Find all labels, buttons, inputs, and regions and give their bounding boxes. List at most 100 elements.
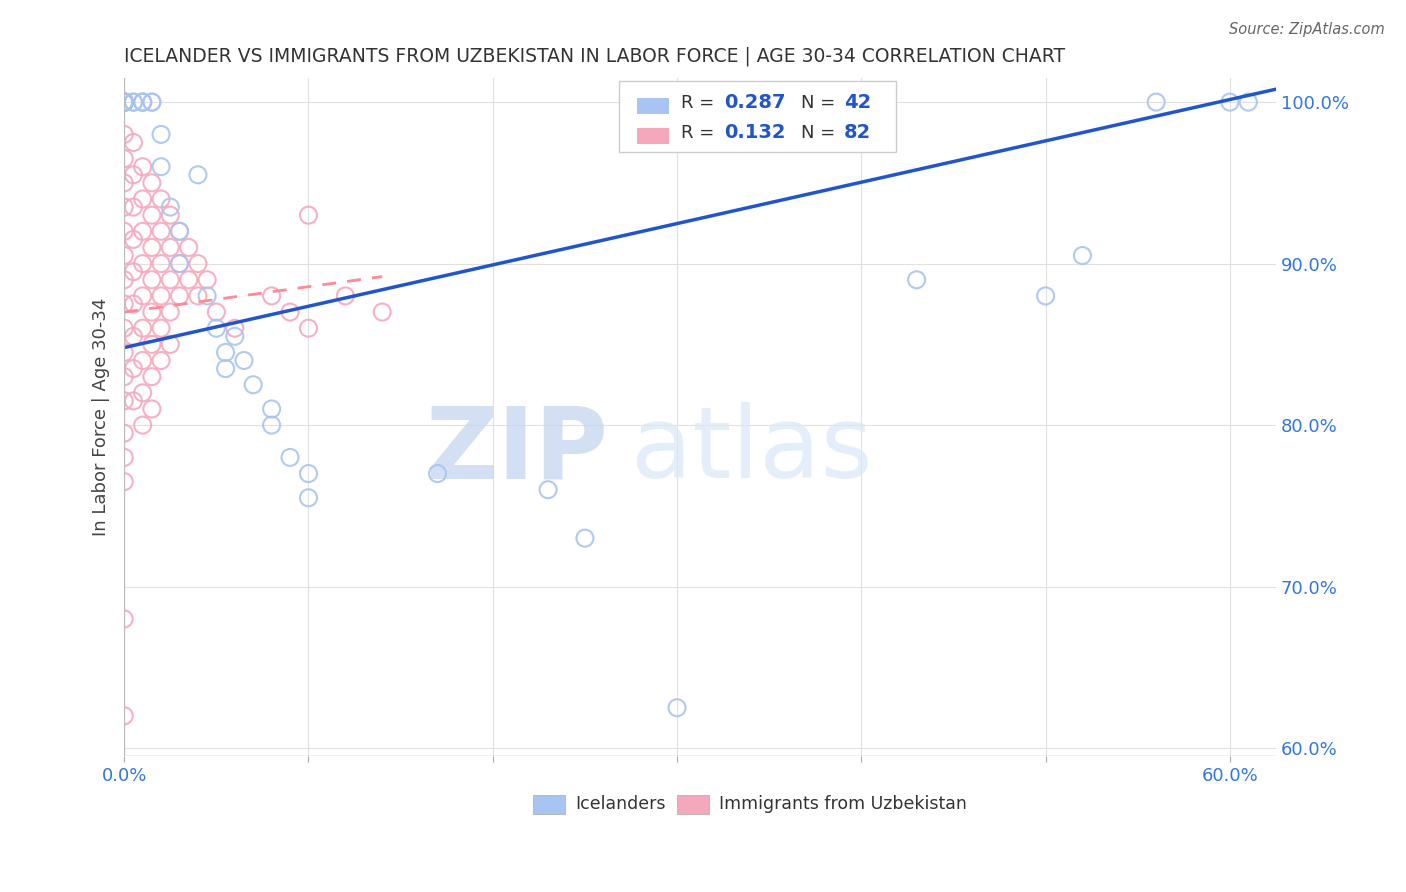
Point (150, 321, 173, 335)
Text: 0.132: 0.132 (724, 123, 786, 143)
Point (260, 401, 283, 416)
Text: Immigrants from Uzbekistan: Immigrants from Uzbekistan (718, 796, 966, 814)
Point (112, 95, 135, 109)
Text: ICELANDER VS IMMIGRANTS FROM UZBEKISTAN IN LABOR FORCE | AGE 30-34 CORRELATION C: ICELANDER VS IMMIGRANTS FROM UZBEKISTAN … (124, 46, 1066, 66)
Point (131, 353, 153, 368)
Point (112, 369, 135, 384)
Bar (637, 128, 669, 144)
Point (205, 321, 228, 335)
Point (159, 200, 181, 214)
Point (141, 208, 163, 222)
Point (169, 224, 191, 238)
Point (159, 240, 181, 254)
Point (112, 95, 135, 109)
Text: R =: R = (681, 124, 720, 142)
Point (426, 467, 449, 481)
Point (205, 305, 228, 319)
Point (131, 95, 153, 109)
Point (131, 321, 153, 335)
Point (112, 95, 135, 109)
Point (141, 176, 163, 190)
Point (260, 418, 283, 433)
Text: Source: ZipAtlas.com: Source: ZipAtlas.com (1229, 22, 1385, 37)
Point (666, 700, 689, 714)
Text: 0.287: 0.287 (724, 93, 786, 112)
Point (187, 168, 209, 182)
Point (214, 345, 236, 359)
Point (122, 361, 145, 376)
Bar (533, 795, 565, 814)
Point (297, 321, 319, 335)
Point (112, 95, 135, 109)
Point (122, 95, 145, 109)
Point (112, 708, 135, 723)
Text: N =: N = (801, 94, 841, 112)
Point (122, 393, 145, 408)
Point (169, 224, 191, 238)
Point (195, 289, 218, 303)
Point (214, 361, 236, 376)
Point (112, 95, 135, 109)
Point (159, 305, 181, 319)
Text: 42: 42 (844, 93, 872, 112)
Point (1237, 95, 1260, 109)
Point (195, 273, 218, 287)
Point (112, 95, 135, 109)
Point (131, 95, 153, 109)
Text: 82: 82 (844, 123, 872, 143)
Point (122, 329, 145, 343)
Point (112, 95, 135, 109)
Point (371, 305, 394, 319)
Point (112, 128, 135, 142)
Point (177, 240, 200, 254)
Point (112, 450, 135, 465)
Point (141, 240, 163, 254)
Point (159, 273, 181, 287)
Point (112, 95, 135, 109)
Point (131, 160, 153, 174)
Point (112, 95, 135, 109)
Point (112, 273, 135, 287)
Point (150, 257, 173, 271)
Point (122, 265, 145, 279)
Point (112, 95, 135, 109)
Point (297, 467, 319, 481)
Point (1035, 289, 1057, 303)
Point (131, 224, 153, 238)
Point (159, 337, 181, 351)
Text: N =: N = (801, 124, 841, 142)
Bar (637, 97, 669, 113)
Point (1144, 95, 1167, 109)
Point (112, 95, 135, 109)
Point (150, 289, 173, 303)
Point (1071, 248, 1094, 262)
Point (112, 176, 135, 190)
Point (112, 95, 135, 109)
Point (141, 337, 163, 351)
Point (169, 257, 191, 271)
Point (141, 95, 163, 109)
Point (112, 475, 135, 489)
Point (169, 257, 191, 271)
Bar (678, 795, 709, 814)
Point (141, 401, 163, 416)
Point (131, 418, 153, 433)
Point (112, 95, 135, 109)
Text: ZIP: ZIP (425, 402, 607, 500)
Point (150, 192, 173, 206)
Point (122, 136, 145, 150)
Point (112, 612, 135, 626)
Point (122, 232, 145, 246)
Point (131, 257, 153, 271)
Point (131, 385, 153, 400)
Text: atlas: atlas (631, 402, 873, 500)
Point (335, 289, 357, 303)
Point (242, 377, 264, 392)
Point (122, 200, 145, 214)
Point (297, 491, 319, 505)
Point (112, 95, 135, 109)
Point (224, 329, 246, 343)
Point (177, 273, 200, 287)
Point (141, 273, 163, 287)
Point (150, 353, 173, 368)
